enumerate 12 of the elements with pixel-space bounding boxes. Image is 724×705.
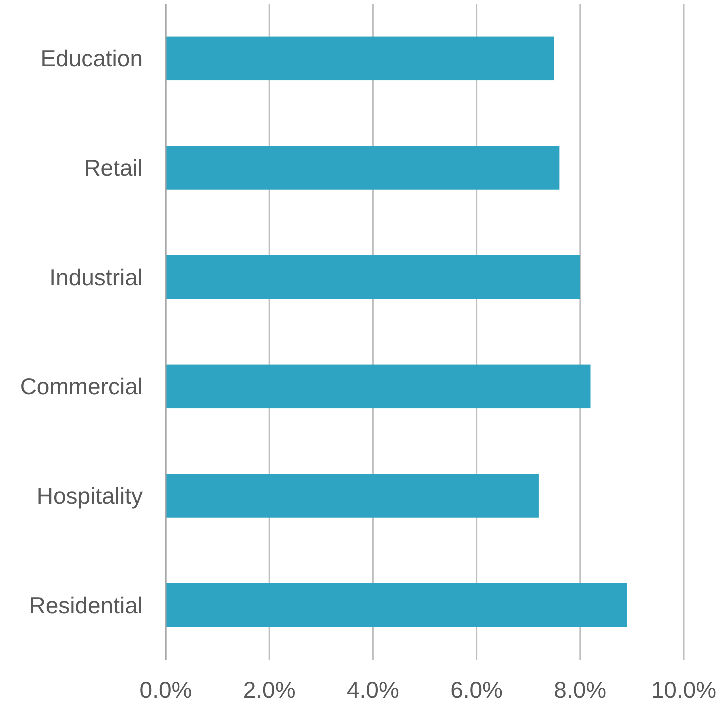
y-tick-label: Residential xyxy=(29,592,143,618)
y-tick-label: Hospitality xyxy=(36,483,144,510)
x-tick-label: 6.0% xyxy=(450,677,504,703)
y-tick-label: Industrial xyxy=(50,264,143,290)
x-tick-label: 4.0% xyxy=(346,677,400,703)
x-tick-label: 10.0% xyxy=(651,677,717,703)
x-tick-label: 2.0% xyxy=(243,677,296,703)
y-tick-label: Commercial xyxy=(20,374,143,400)
y-tick-label: Retail xyxy=(84,155,143,182)
x-tick-label: 8.0% xyxy=(554,677,607,703)
x-tick-label: 0.0% xyxy=(140,677,192,703)
y-tick-label: Education xyxy=(40,46,143,72)
